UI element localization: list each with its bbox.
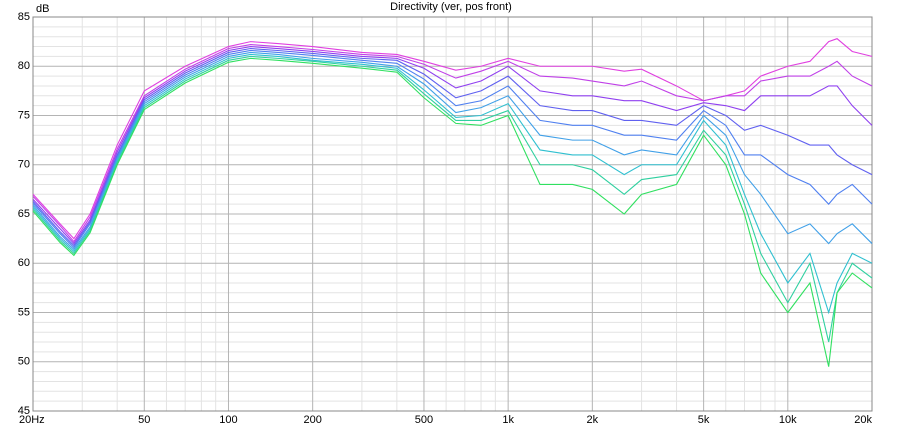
y-tick-label: 65 (18, 208, 30, 220)
x-tick-label: 100 (219, 414, 237, 426)
y-tick-label: 60 (18, 257, 30, 269)
x-tick-label: 10k (779, 414, 797, 426)
y-tick-label: 50 (18, 356, 30, 368)
y-tick-label: 80 (18, 60, 30, 72)
response-curve (32, 53, 873, 315)
y-tick-label: 55 (18, 306, 30, 318)
response-curve (32, 49, 873, 249)
x-tick-label: 1k (502, 414, 514, 426)
y-tick-label: 75 (18, 109, 30, 121)
y-tick-label: 45 (18, 405, 30, 417)
response-curve (32, 44, 873, 243)
y-axis-label: dB (36, 3, 49, 15)
x-tick-label: 50 (138, 414, 150, 426)
y-tick-label: 85 (18, 11, 30, 23)
response-curve (32, 55, 873, 343)
chart-title: Directivity (ver, pos front) (390, 1, 512, 13)
x-tick-label: 500 (415, 414, 433, 426)
x-tick-label: 2k (587, 414, 599, 426)
response-curve (32, 45, 873, 245)
y-tick-label: 70 (18, 159, 30, 171)
response-curve (32, 38, 873, 240)
response-curve (32, 57, 873, 367)
x-tick-label: 5k (698, 414, 710, 426)
plot-frame (32, 16, 873, 412)
x-tick-label: 20k (854, 414, 872, 426)
x-tick-label: 20Hz (19, 414, 45, 426)
response-curve (32, 47, 873, 247)
response-curve (32, 51, 873, 251)
x-tick-label: 200 (303, 414, 321, 426)
